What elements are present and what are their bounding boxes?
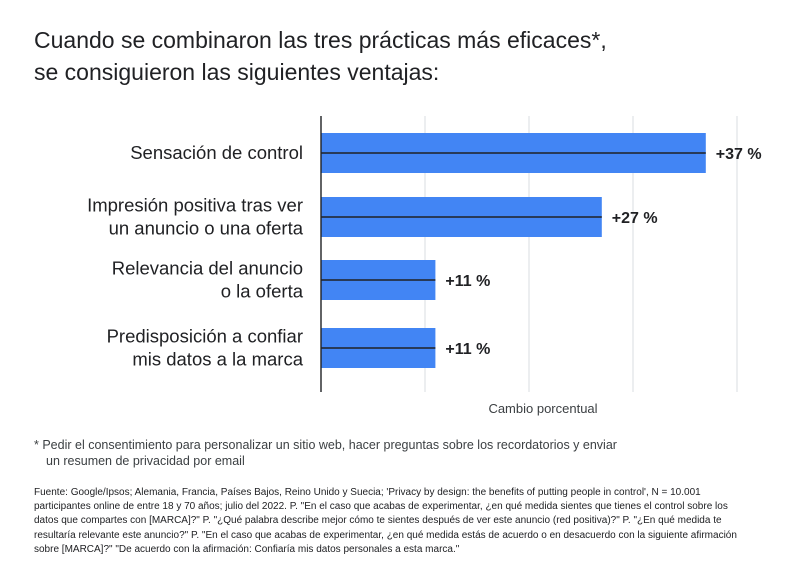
footnote-line-1: * Pedir el consentimiento para personali… xyxy=(34,438,617,452)
category-label: Sensación de control xyxy=(130,142,303,163)
source-line-5: sobre [MARCA]?" "De acuerdo con la afirm… xyxy=(34,543,460,555)
category-label: Impresión positiva tras ver xyxy=(87,195,303,216)
source-line-4: resultaría relevante este anuncio?" P. "… xyxy=(34,529,737,541)
chart-title: Cuando se combinaron las tres prácticas … xyxy=(34,24,774,88)
data-label: +11 % xyxy=(445,341,490,358)
category-label: Predisposición a confiar xyxy=(107,326,303,347)
x-axis-title: Cambio porcentual xyxy=(488,401,597,416)
category-label: un anuncio o una oferta xyxy=(109,218,304,239)
title-line-1: Cuando se combinaron las tres prácticas … xyxy=(34,27,607,53)
bar-chart: +37 % Sensación de control +27 % Impresión … xyxy=(87,116,762,416)
source-line-2: participantes online de entre 18 y 70 añ… xyxy=(34,501,728,513)
data-label: +11 % xyxy=(445,273,490,290)
data-label: +27 % xyxy=(612,210,658,227)
category-label: Relevancia del anuncio xyxy=(112,258,303,279)
title-line-2: se consiguieron las siguientes ventajas: xyxy=(34,59,440,85)
source-line-3: datos que compartes con [MARCA]?" P. "¿Q… xyxy=(34,515,722,527)
category-label: o la oferta xyxy=(221,281,304,302)
source-line-1: Fuente: Google/Ipsos; Alemania, Francia,… xyxy=(34,487,701,498)
footnote: * Pedir el consentimiento para personali… xyxy=(34,437,774,469)
footnote-line-2: un resumen de privacidad por email xyxy=(46,454,245,468)
data-label: +37 % xyxy=(716,146,762,163)
source-note: Fuente: Google/Ipsos; Alemania, Francia,… xyxy=(34,486,774,557)
category-label: mis datos a la marca xyxy=(132,349,303,370)
